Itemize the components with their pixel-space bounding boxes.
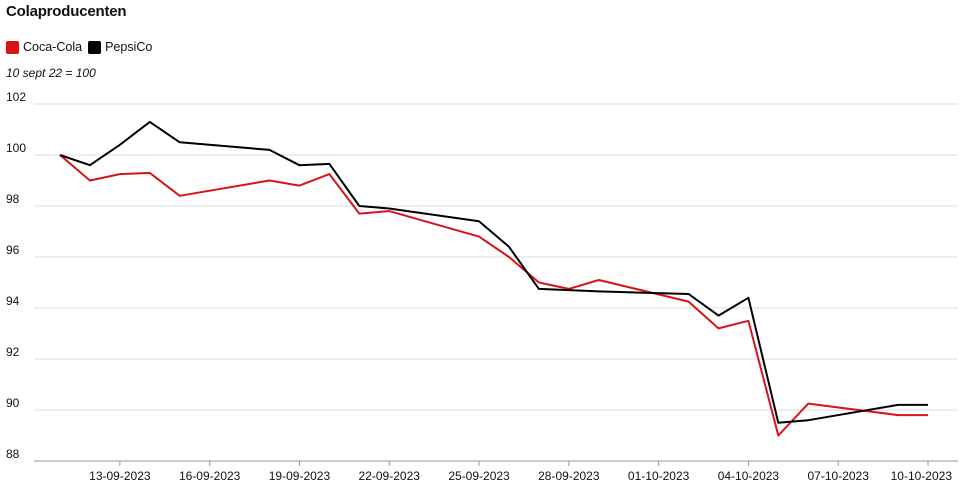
y-tick-label: 102 <box>6 90 26 104</box>
x-tick-label: 04-10-2023 <box>718 469 780 483</box>
y-tick-label: 88 <box>6 447 20 461</box>
series-line-pepsico <box>59 120 928 424</box>
series-lines <box>59 120 928 437</box>
x-tick-label: 16-09-2023 <box>179 469 241 483</box>
x-tick-label: 25-09-2023 <box>448 469 510 483</box>
x-axis: 13-09-2023 16-09-2023 19-09-2023 22-09-2023… <box>89 461 952 483</box>
x-tick-label: 22-09-2023 <box>359 469 421 483</box>
legend-label-pepsico: PepsiCo <box>105 40 153 54</box>
legend-label-coca-cola: Coca-Cola <box>23 40 83 54</box>
legend: Coca-Cola PepsiCo <box>6 40 158 54</box>
x-tick-label: 13-09-2023 <box>89 469 151 483</box>
x-tick-label: 10-10-2023 <box>891 469 953 483</box>
y-tick-label: 94 <box>6 294 20 308</box>
x-tick-label: 28-09-2023 <box>538 469 600 483</box>
x-tick-label: 19-09-2023 <box>269 469 331 483</box>
y-tick-label: 92 <box>6 345 20 359</box>
series-line-coca-cola <box>59 154 928 437</box>
legend-item-pepsico: PepsiCo <box>88 40 152 54</box>
y-tick-label: 90 <box>6 396 20 410</box>
y-tick-label: 100 <box>6 141 26 155</box>
chart-title: Colaproducenten <box>6 3 127 20</box>
gridlines <box>34 103 958 462</box>
x-tick-label: 07-10-2023 <box>808 469 870 483</box>
legend-item-coca-cola: Coca-Cola <box>6 40 82 54</box>
y-tick-label: 98 <box>6 192 20 206</box>
x-tick-label: 01-10-2023 <box>628 469 690 483</box>
chart-subtitle: 10 sept 22 = 100 <box>6 66 96 80</box>
legend-swatch-pepsico <box>88 40 102 54</box>
legend-swatch-coca-cola <box>6 40 19 54</box>
y-tick-label: 96 <box>6 243 20 257</box>
y-axis: 88 90 92 94 96 98 100 102 <box>6 90 26 461</box>
